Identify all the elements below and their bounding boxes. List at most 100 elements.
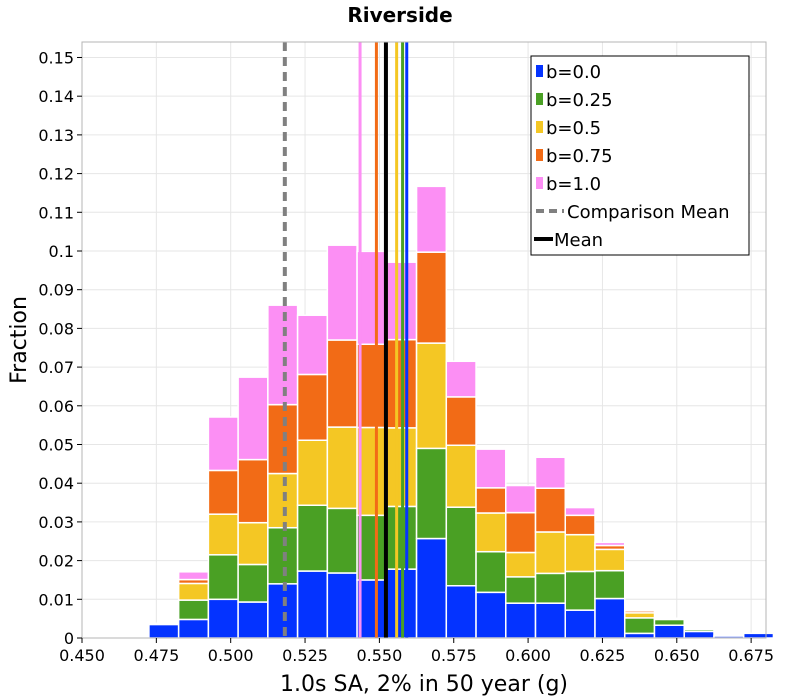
bar-b=0.75-bin-0 bbox=[148, 622, 180, 626]
y-tick-label: 0.08 bbox=[38, 319, 74, 338]
legend-label: b=0.5 bbox=[546, 118, 601, 139]
bar-b=1.0-bin-11 bbox=[475, 448, 507, 489]
bar-b=1.0-bin-14 bbox=[564, 506, 596, 517]
legend-label: b=0.75 bbox=[546, 146, 613, 167]
bar-b=1.0-bin-15 bbox=[594, 541, 626, 547]
bar-b=0.0-bin-5 bbox=[296, 570, 329, 639]
bar-b=0.0-bin-4 bbox=[267, 583, 299, 639]
y-tick-label: 0.15 bbox=[38, 48, 74, 67]
bar-b=0.5-bin-10 bbox=[445, 444, 477, 508]
bar-b=1.0-bin-10 bbox=[445, 360, 477, 398]
x-tick-label: 0.450 bbox=[59, 646, 105, 665]
legend-swatch-b=0.0 bbox=[536, 65, 543, 77]
y-tick-label: 0.02 bbox=[38, 552, 74, 571]
bar-b=0.0-bin-9 bbox=[415, 537, 448, 639]
bar-b=0.75-bin-3 bbox=[237, 458, 269, 524]
bar-b=0.5-bin-6 bbox=[326, 426, 358, 510]
bar-b=0.5-bin-3 bbox=[237, 521, 269, 566]
legend-swatch-b=0.75 bbox=[536, 149, 543, 161]
bar-b=0.0-bin-12 bbox=[505, 602, 537, 639]
bar-b=0.0-bin-2 bbox=[207, 598, 239, 639]
bar-b=1.0-bin-6 bbox=[326, 244, 358, 341]
bar-b=0.25-bin-15 bbox=[594, 569, 626, 600]
y-tick-label: 0 bbox=[64, 629, 74, 648]
bar-b=0.25-bin-1 bbox=[177, 599, 210, 621]
bar-b=0.0-bin-11 bbox=[475, 591, 507, 639]
bar-b=0.5-bin-17 bbox=[653, 617, 685, 621]
x-axis-title: 1.0s SA, 2% in 50 year (g) bbox=[280, 672, 568, 697]
bar-b=0.0-bin-1 bbox=[177, 618, 210, 639]
bar-b=0.25-bin-3 bbox=[237, 563, 269, 603]
bars bbox=[148, 185, 775, 639]
y-tick-label: 0.12 bbox=[38, 165, 74, 184]
bar-b=0.5-bin-9 bbox=[415, 342, 448, 450]
legend-swatch-b=1.0 bbox=[536, 177, 543, 189]
legend: b=0.0 b=0.25 b=0.5 b=0.75 b=1.0 Comparison Me… bbox=[530, 55, 750, 256]
y-tick-label: 0.06 bbox=[38, 397, 74, 416]
y-tick-label: 0.03 bbox=[38, 513, 74, 532]
bar-b=0.5-bin-4 bbox=[267, 472, 299, 529]
bar-b=0.0-bin-7 bbox=[356, 579, 388, 639]
bar-b=1.0-bin-2 bbox=[207, 416, 239, 472]
bar-b=0.5-bin-15 bbox=[594, 548, 626, 572]
bar-b=0.25-bin-5 bbox=[296, 504, 329, 572]
legend-box bbox=[530, 55, 750, 256]
bar-b=0.75-bin-9 bbox=[415, 251, 448, 344]
bar-b=0.5-bin-7 bbox=[356, 426, 388, 517]
bar-b=1.0-bin-3 bbox=[237, 376, 269, 461]
chart-title: Riverside bbox=[347, 3, 452, 27]
bar-b=0.0-bin-15 bbox=[594, 597, 626, 639]
legend-label: Comparison Mean bbox=[567, 202, 730, 223]
bar-b=1.0-bin-1 bbox=[177, 571, 210, 581]
bar-b=0.25-bin-7 bbox=[356, 514, 388, 581]
bar-b=0.5-bin-5 bbox=[296, 439, 329, 507]
legend-label: Mean bbox=[554, 230, 603, 251]
x-tick-label: 0.675 bbox=[728, 646, 774, 665]
bar-b=0.25-bin-12 bbox=[505, 576, 537, 604]
y-tick-label: 0.11 bbox=[38, 203, 74, 222]
bar-b=1.0-bin-12 bbox=[505, 484, 537, 514]
bar-b=0.25-bin-9 bbox=[415, 447, 448, 540]
plot-frame bbox=[81, 41, 767, 639]
bar-b=0.0-bin-20 bbox=[742, 632, 775, 639]
bar-b=1.0-bin-13 bbox=[534, 456, 567, 489]
bar-b=1.0-bin-5 bbox=[296, 314, 329, 376]
bar-b=0.75-bin-2 bbox=[207, 469, 239, 515]
bar-b=0.5-bin-11 bbox=[475, 512, 507, 553]
bar-b=0.0-bin-10 bbox=[445, 585, 477, 639]
bar-b=0.0-bin-6 bbox=[326, 572, 358, 639]
y-tick-label: 0.09 bbox=[38, 281, 74, 300]
y-tick-label: 0.14 bbox=[38, 87, 74, 106]
bar-b=0.0-bin-13 bbox=[534, 602, 567, 639]
y-tick-label: 0.05 bbox=[38, 435, 74, 454]
x-tick-label: 0.550 bbox=[356, 646, 402, 665]
bar-b=0.25-bin-6 bbox=[326, 507, 358, 574]
x-tick-label: 0.625 bbox=[580, 646, 626, 665]
mean-lines bbox=[282, 42, 409, 638]
bar-b=0.5-bin-13 bbox=[534, 531, 567, 575]
bar-b=0.5-bin-14 bbox=[564, 533, 596, 573]
bar-b=0.0-bin-17 bbox=[653, 624, 685, 639]
bar-b=0.75-bin-4 bbox=[267, 403, 299, 475]
bar-b=0.5-bin-2 bbox=[207, 513, 239, 556]
bar-b=0.25-bin-13 bbox=[534, 572, 567, 604]
y-axis-ticks: 0 0.01 0.02 0.03 0.04 0.05 0.06 0.07 0.08 0.09 0.1… bbox=[38, 48, 82, 648]
x-tick-label: 0.650 bbox=[654, 646, 700, 665]
bar-b=0.5-bin-16 bbox=[623, 612, 656, 619]
bar-b=0.25-bin-4 bbox=[267, 526, 299, 585]
legend-swatch-b=0.25 bbox=[536, 93, 543, 105]
x-axis-ticks: 0.450 0.475 0.500 0.525 0.550 0.575 0.600 0.625… bbox=[59, 638, 774, 665]
bar-b=0.0-bin-0 bbox=[148, 623, 180, 639]
bar-b=0.25-bin-18 bbox=[683, 628, 715, 633]
y-tick-label: 0.01 bbox=[38, 590, 74, 609]
bar-b=1.0-bin-7 bbox=[356, 250, 388, 346]
legend-label: b=1.0 bbox=[546, 174, 601, 195]
bar-b=1.0-bin-4 bbox=[267, 304, 299, 406]
y-tick-label: 0.04 bbox=[38, 474, 74, 493]
bar-b=0.0-bin-14 bbox=[564, 609, 596, 639]
bar-b=0.0-bin-18 bbox=[683, 630, 715, 639]
x-tick-label: 0.525 bbox=[282, 646, 328, 665]
x-tick-label: 0.600 bbox=[505, 646, 551, 665]
bar-b=0.75-bin-10 bbox=[445, 396, 477, 447]
